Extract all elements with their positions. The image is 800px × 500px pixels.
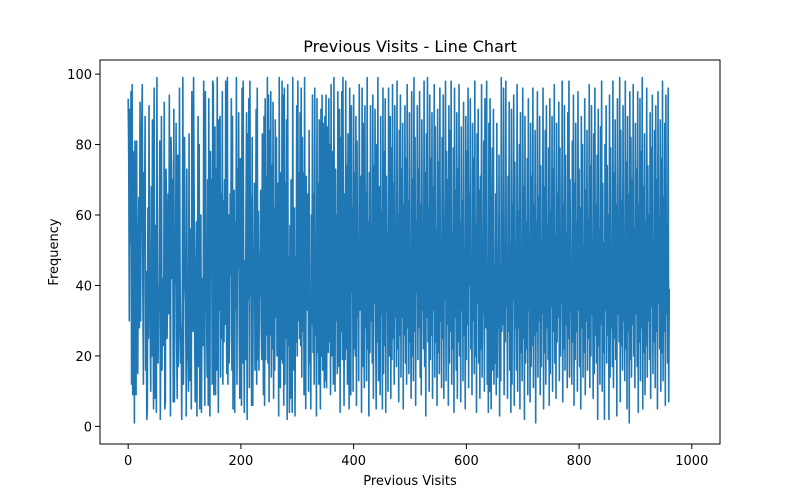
x-tick-label: 400 [341,454,366,469]
series-line [127,76,671,424]
x-axis-ticks: 0 200 400 600 800 1000 [124,444,708,469]
y-tick-label: 0 [84,420,92,435]
x-tick-label: 0 [124,454,132,469]
y-tick-label: 60 [75,209,92,224]
y-tick-label: 100 [67,68,92,83]
chart-title: Previous Visits - Line Chart [303,37,516,56]
x-tick-label: 200 [228,454,253,469]
y-axis-label: Frequency [47,218,62,285]
y-tick-label: 80 [75,139,92,154]
y-axis-ticks: 0 20 40 60 80 100 [67,68,100,435]
y-tick-label: 40 [75,279,92,294]
x-tick-label: 600 [454,454,479,469]
plot-area-frame [99,59,721,445]
x-tick-label: 800 [567,454,592,469]
x-tick-label: 1000 [675,454,708,469]
x-axis-label: Previous Visits [363,474,457,489]
y-tick-label: 20 [75,350,92,365]
